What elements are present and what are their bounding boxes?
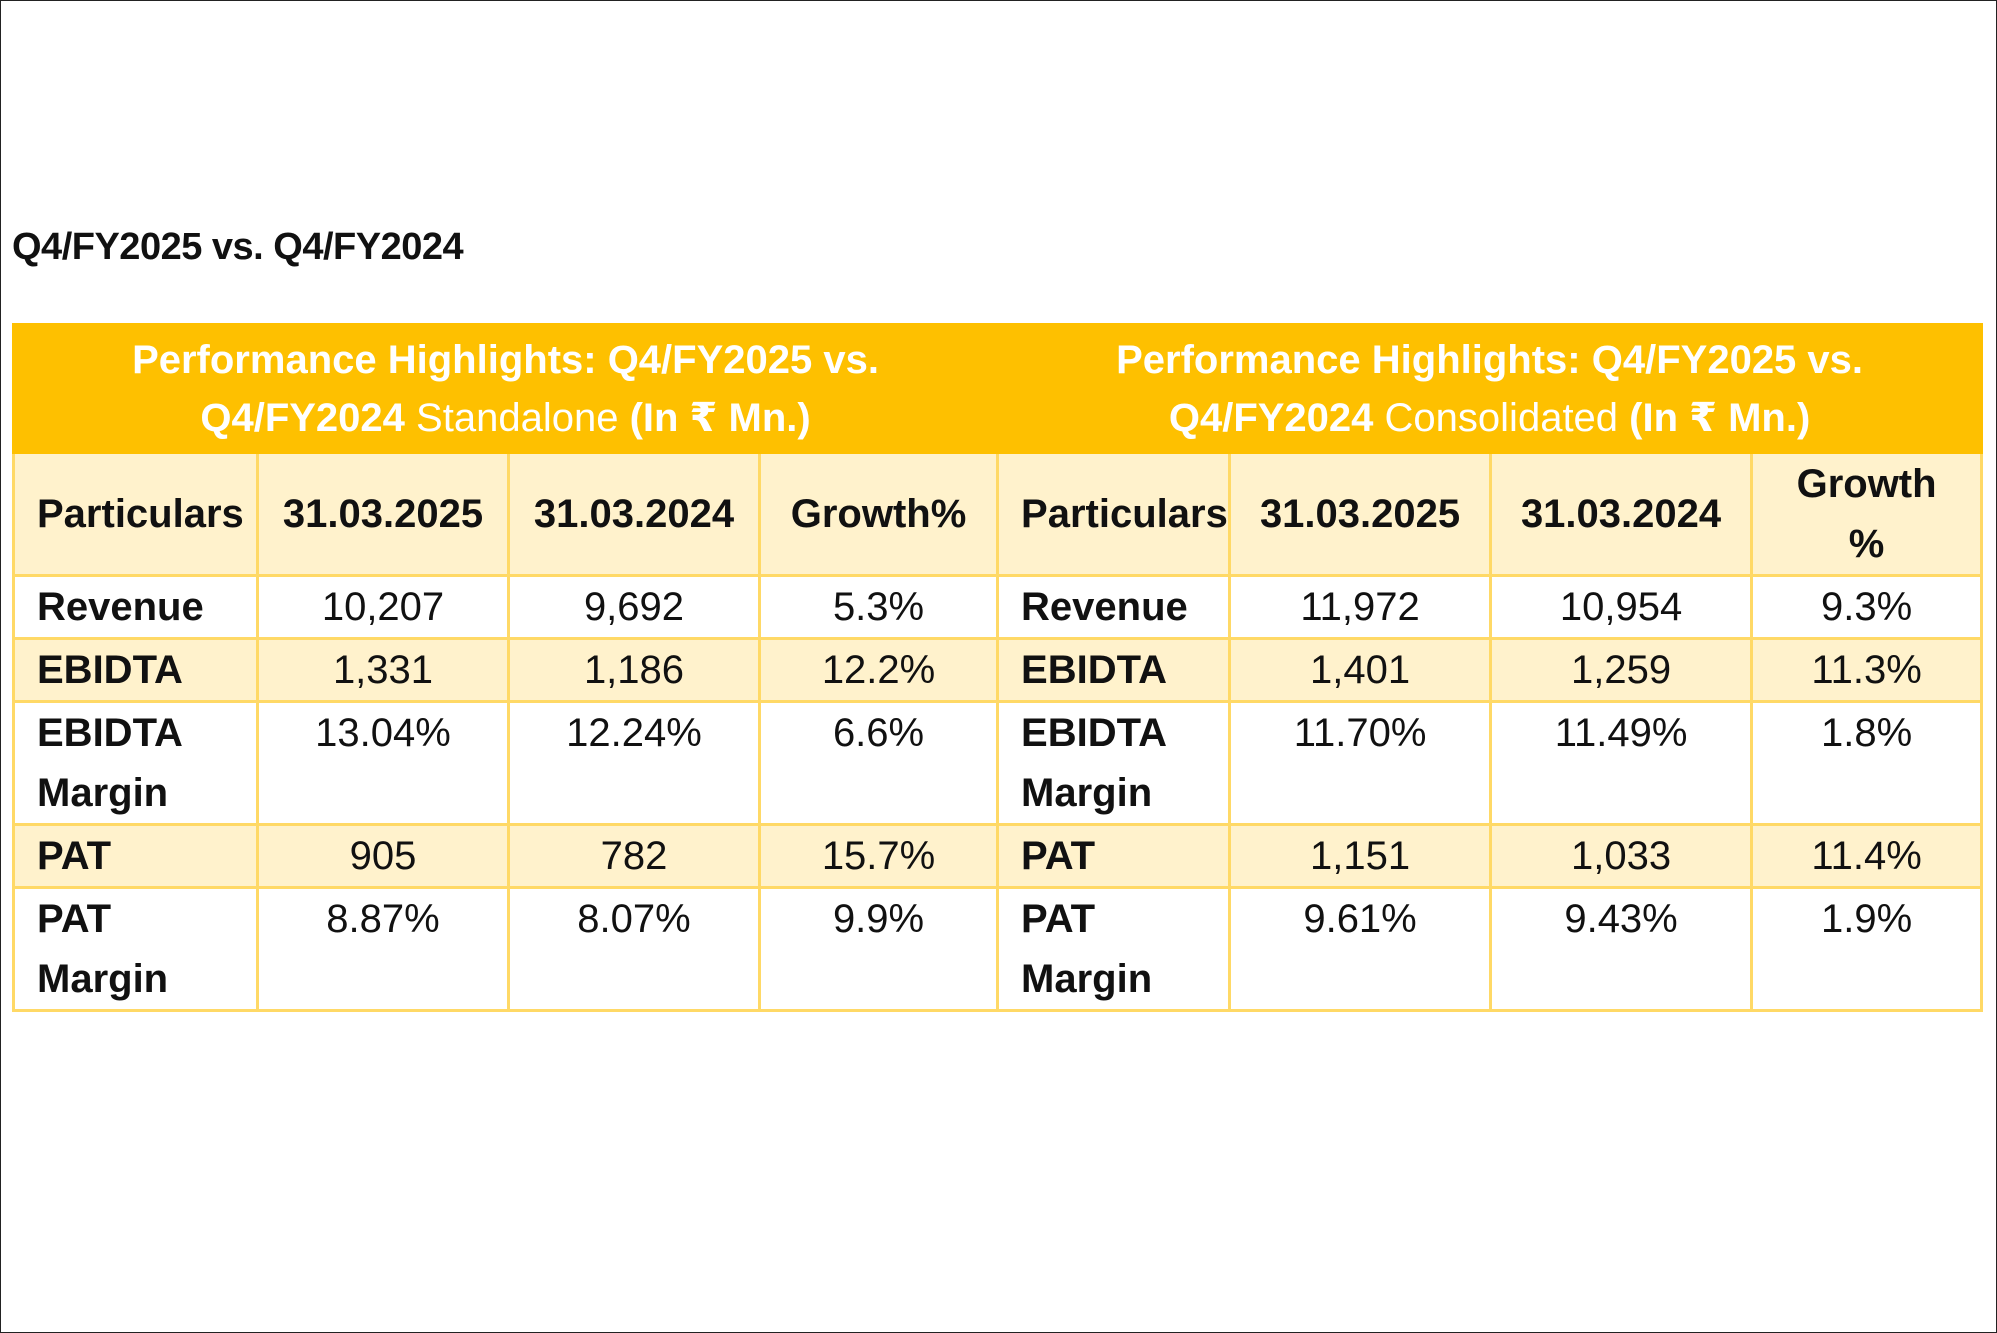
table-cell: 9.9% (757, 886, 1000, 1012)
table-cell: 8.07% (507, 886, 761, 1012)
table-cell: 782 (507, 823, 761, 889)
table-cell: 1,033 (1489, 823, 1754, 889)
column-header: Growth % (1750, 451, 1984, 577)
standalone-title-type: Standalone (416, 396, 619, 440)
table-cell: 8.87% (256, 886, 510, 1012)
table-cell: 1,331 (256, 637, 510, 703)
row-label: PAT Margin (996, 886, 1232, 1012)
standalone-title-line1: Performance Highlights: Q4/FY2025 vs. (132, 338, 879, 382)
table-cell: 6.6% (757, 700, 1000, 826)
table-cell: 11.4% (1750, 823, 1984, 889)
standalone-title-line2: Q4/FY2024 Standalone (In ₹ Mn.) (25, 389, 986, 447)
standalone-title-period: Q4/FY2024 (200, 396, 405, 440)
row-label: Revenue (996, 574, 1232, 640)
consolidated-title-line1: Performance Highlights: Q4/FY2025 vs. (1116, 338, 1864, 382)
row-label-line2: Margin (1021, 771, 1153, 815)
column-header: 31.03.2025 (256, 451, 510, 577)
column-header: 31.03.2024 (507, 451, 761, 577)
consolidated-title-period: Q4/FY2024 (1168, 396, 1374, 440)
table-cell: 11.70% (1228, 700, 1493, 826)
column-header: Particulars (12, 451, 259, 577)
row-label-line2: Margin (37, 957, 169, 1001)
row-label-line1: EBIDTA (37, 711, 183, 755)
column-header: Growth% (757, 451, 1000, 577)
table-cell: 15.7% (757, 823, 1000, 889)
row-label: EBIDTA (12, 637, 259, 703)
table-cell: 1,401 (1228, 637, 1493, 703)
row-label-line2: Margin (37, 771, 169, 815)
row-label-line2: Margin (1021, 957, 1153, 1001)
performance-table: Performance Highlights: Q4/FY2025 vs. Q4… (11, 323, 1984, 1012)
row-label: Revenue (12, 574, 259, 640)
consolidated-title-unit: (In ₹ Mn.) (1629, 396, 1811, 440)
table-cell: 1,186 (507, 637, 761, 703)
table-cell: 10,207 (256, 574, 510, 640)
table-cell: 9.3% (1750, 574, 1984, 640)
column-header: 31.03.2025 (1228, 451, 1493, 577)
table-row-revenue: Revenue 10,207 9,692 5.3% Revenue 11,972… (12, 574, 1984, 640)
column-header: 31.03.2024 (1489, 451, 1754, 577)
consolidated-title: Performance Highlights: Q4/FY2025 vs. Q4… (996, 323, 1984, 454)
table-row-ebidta-margin: EBIDTA Margin 13.04% 12.24% 6.6% EBIDTA … (12, 700, 1984, 826)
row-label: PAT (12, 823, 259, 889)
row-label-line1: PAT (1021, 897, 1096, 941)
consolidated-title-type: Consolidated (1384, 396, 1619, 440)
row-label: EBIDTA Margin (12, 700, 259, 826)
column-header-row: Particulars 31.03.2025 31.03.2024 Growth… (12, 451, 1984, 577)
row-label: PAT Margin (12, 886, 259, 1012)
page-heading: Q4/FY2025 vs. Q4/FY2024 (12, 226, 464, 268)
table-cell: 12.24% (507, 700, 761, 826)
table-cell: 1.8% (1750, 700, 1984, 826)
table-cell: 9,692 (507, 574, 761, 640)
standalone-title-unit: (In ₹ Mn.) (629, 396, 811, 440)
standalone-title: Performance Highlights: Q4/FY2025 vs. Q4… (11, 323, 1000, 454)
table-row-ebidta: EBIDTA 1,331 1,186 12.2% EBIDTA 1,401 1,… (12, 637, 1984, 703)
table-cell: 11.3% (1750, 637, 1984, 703)
row-label-line1: PAT (37, 897, 112, 941)
table-cell: 905 (256, 823, 510, 889)
consolidated-title-line2: Q4/FY2024 Consolidated (In ₹ Mn.) (1009, 389, 1970, 447)
row-label: EBIDTA Margin (996, 700, 1232, 826)
table-cell: 13.04% (256, 700, 510, 826)
table-row-pat: PAT 905 782 15.7% PAT 1,151 1,033 11.4% (12, 823, 1984, 889)
table-cell: 1.9% (1750, 886, 1984, 1012)
table-title-row: Performance Highlights: Q4/FY2025 vs. Q4… (11, 323, 1984, 454)
table-cell: 10,954 (1489, 574, 1754, 640)
row-label: PAT (996, 823, 1232, 889)
table-cell: 9.43% (1489, 886, 1754, 1012)
table-row-pat-margin: PAT Margin 8.87% 8.07% 9.9% PAT Margin 9… (12, 886, 1984, 1012)
table-cell: 11.49% (1489, 700, 1754, 826)
row-label: EBIDTA (996, 637, 1232, 703)
row-label-line1: EBIDTA (1021, 711, 1167, 755)
column-header: Particulars (996, 451, 1232, 577)
table-cell: 5.3% (757, 574, 1000, 640)
table-cell: 9.61% (1228, 886, 1493, 1012)
table-cell: 1,259 (1489, 637, 1754, 703)
table-cell: 1,151 (1228, 823, 1493, 889)
table-cell: 12.2% (757, 637, 1000, 703)
table-cell: 11,972 (1228, 574, 1493, 640)
